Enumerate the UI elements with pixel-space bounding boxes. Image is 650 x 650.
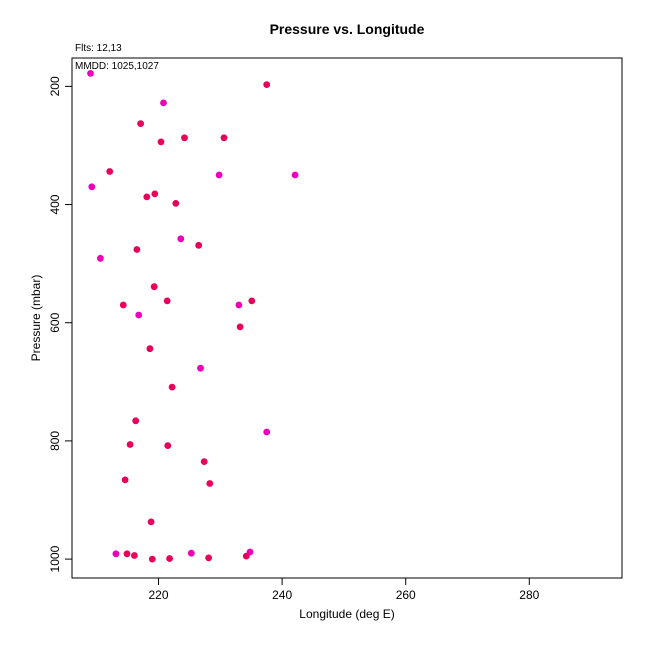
data-point	[112, 550, 120, 558]
data-point	[137, 120, 145, 127]
chart-title: Pressure vs. Longitude	[270, 21, 425, 37]
data-point	[87, 70, 94, 77]
data-point	[131, 552, 138, 559]
data-point	[157, 138, 165, 146]
y-tick-label: 200	[48, 76, 62, 96]
data-point	[206, 480, 214, 487]
x-axis-label: Longitude (deg E)	[299, 607, 394, 621]
x-axis: 220 240 260 280	[149, 577, 540, 602]
x-tick-label: 280	[519, 588, 539, 602]
data-point	[166, 555, 174, 562]
data-point	[106, 168, 114, 175]
data-point	[200, 458, 208, 465]
data-point	[151, 190, 159, 198]
data-point	[143, 193, 151, 201]
x-tick-label: 260	[396, 588, 416, 602]
data-point	[147, 518, 155, 526]
data-point	[150, 283, 158, 291]
data-point	[121, 476, 129, 484]
data-point	[135, 311, 143, 319]
data-point	[205, 554, 213, 562]
data-point	[248, 297, 256, 305]
data-point	[236, 323, 244, 331]
data-point	[195, 241, 203, 249]
y-tick-label: 400	[48, 194, 62, 214]
data-point	[235, 301, 243, 309]
data-point	[132, 417, 140, 425]
data-point	[160, 99, 167, 107]
data-point	[88, 183, 96, 191]
y-axis: 200 400 600 800 1000	[48, 76, 73, 572]
data-point	[263, 81, 271, 88]
data-point	[126, 441, 134, 448]
y-axis-label: Pressure (mbar)	[29, 275, 43, 362]
data-point	[163, 297, 171, 305]
data-point	[97, 254, 104, 262]
data-point	[177, 235, 185, 243]
data-point	[133, 246, 141, 253]
y-tick-label: 1000	[48, 545, 62, 572]
y-tick-label: 600	[48, 312, 62, 332]
data-point	[242, 552, 250, 560]
data-point	[164, 442, 172, 449]
data-point	[172, 200, 180, 207]
data-point	[215, 171, 223, 179]
y-tick-label: 800	[48, 431, 62, 451]
data-point	[291, 171, 299, 179]
data-point	[123, 550, 131, 558]
data-point	[148, 555, 156, 563]
flights-annotation: Flts: 12,13	[75, 43, 122, 54]
points-layer	[87, 70, 299, 563]
data-point	[263, 428, 271, 436]
data-point	[119, 301, 127, 309]
data-point	[220, 134, 228, 142]
data-point	[197, 364, 204, 372]
data-point	[168, 383, 176, 391]
x-tick-label: 240	[272, 588, 292, 602]
data-point	[146, 345, 154, 353]
data-point	[181, 134, 188, 142]
plot-frame	[71, 57, 623, 579]
data-point	[187, 549, 195, 557]
mmdd-annotation: MMDD: 1025,1027	[75, 61, 159, 72]
x-tick-label: 220	[149, 588, 169, 602]
